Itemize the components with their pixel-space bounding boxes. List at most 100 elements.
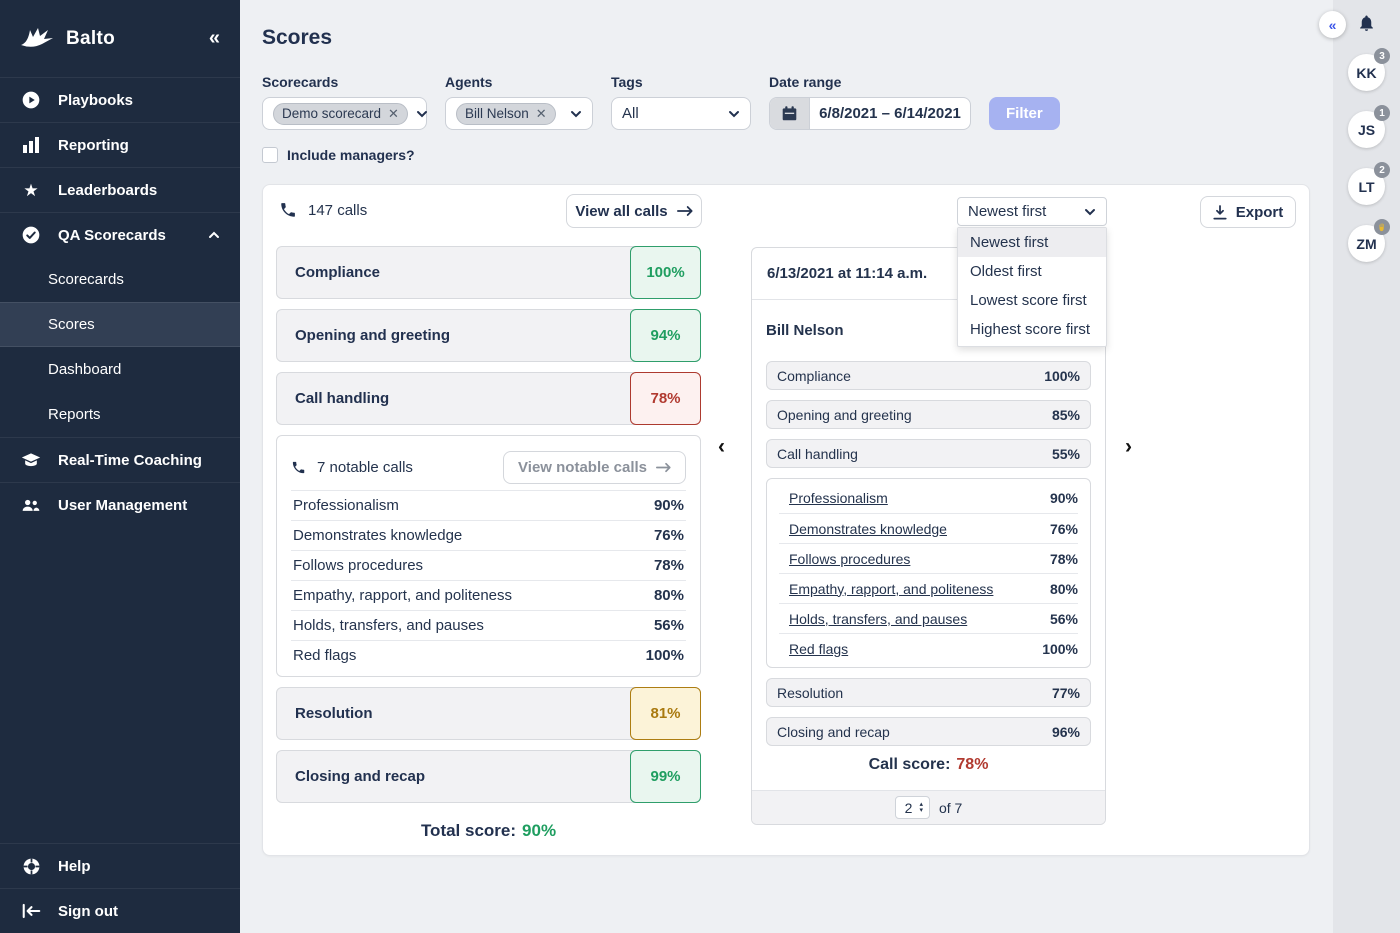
chevron-down-icon [728, 110, 740, 118]
main-content: Scores Scorecards Demo scorecard ✕ Agent… [240, 0, 1333, 933]
remove-chip-icon[interactable]: ✕ [535, 105, 547, 121]
include-managers-checkbox[interactable] [262, 147, 278, 163]
calls-count: 147 calls [279, 201, 367, 219]
sidebar-item-reporting[interactable]: Reporting [0, 122, 240, 167]
category-row-compliance[interactable]: Compliance 100% [276, 246, 701, 299]
users-icon [20, 497, 42, 513]
call-category-row[interactable]: Resolution 77% [766, 678, 1091, 707]
page-count: of 7 [938, 799, 963, 816]
date-range-label: Date range [769, 74, 842, 90]
category-row-closing[interactable]: Closing and recap 99% [276, 750, 701, 803]
view-notable-calls-button[interactable]: View notable calls [503, 450, 686, 484]
bar-chart-icon [20, 136, 42, 154]
sidebar-item-leaderboards[interactable]: ★ Leaderboards [0, 167, 240, 212]
rail-collapse-icon[interactable]: « [1319, 11, 1346, 38]
notable-item: Professionalism 90% [291, 490, 686, 520]
play-circle-icon [20, 90, 42, 110]
call-subitem: Red flags 100% [779, 633, 1078, 663]
sort-dropdown-menu: Newest first Oldest first Lowest score f… [957, 227, 1107, 347]
export-button[interactable]: Export [1200, 196, 1296, 228]
call-category-row[interactable]: Closing and recap 96% [766, 717, 1091, 746]
score-badge: 78% [630, 372, 701, 425]
page-stepper[interactable]: 2 ▴ ▾ [894, 796, 930, 819]
score-badge: 81% [630, 687, 701, 740]
brand-name: Balto [66, 27, 115, 49]
chevron-up-icon [208, 231, 220, 239]
category-row-resolution[interactable]: Resolution 81% [276, 687, 701, 740]
tags-filter: Tags All [611, 74, 751, 130]
sidebar-item-sign-out[interactable]: Sign out [0, 888, 240, 933]
notification-badge: 3 [1374, 48, 1390, 64]
call-subitem: Holds, transfers, and pauses 56% [779, 603, 1078, 633]
sidebar-item-user-management[interactable]: User Management [0, 482, 240, 527]
notable-item: Follows procedures 78% [291, 550, 686, 580]
next-call-chevron[interactable]: › [1125, 435, 1132, 458]
chevron-down-icon [1084, 208, 1096, 216]
call-subitem: Demonstrates knowledge 76% [779, 513, 1078, 543]
avatar-js[interactable]: JS 1 [1348, 105, 1390, 148]
sort-option-lowest-score-first[interactable]: Lowest score first [970, 292, 1087, 309]
agents-select[interactable]: Bill Nelson ✕ [445, 97, 593, 130]
arrow-right-icon [656, 462, 671, 473]
score-badge: 100% [630, 246, 701, 299]
stepper-arrows-icon[interactable]: ▴ ▾ [919, 800, 923, 814]
sidebar-item-dashboard[interactable]: Dashboard [48, 361, 122, 378]
sidebar-item-real-time-coaching[interactable]: Real-Time Coaching [0, 437, 240, 482]
notable-item: Demonstrates knowledge 76% [291, 520, 686, 550]
chevron-down-icon [570, 110, 582, 118]
call-subitems-panel: Professionalism 90% Demonstrates knowledg… [766, 478, 1091, 668]
call-subitem: Empathy, rapport, and politeness 80% [779, 573, 1078, 603]
sidebar-item-scorecards[interactable]: Scorecards [48, 271, 124, 288]
notable-item: Red flags 100% [291, 640, 686, 670]
sidebar-item-scores[interactable]: Scores [0, 302, 240, 347]
wave-badge-icon [1374, 219, 1390, 235]
notable-item: Holds, transfers, and pauses 56% [291, 610, 686, 640]
tags-label: Tags [611, 74, 643, 90]
call-category-row[interactable]: Opening and greeting 85% [766, 400, 1091, 429]
arrow-right-icon [676, 205, 693, 217]
sidebar-item-playbooks[interactable]: Playbooks [0, 77, 240, 122]
call-subitem: Professionalism 90% [789, 490, 1078, 506]
category-row-opening[interactable]: Opening and greeting 94% [276, 309, 701, 362]
sort-option-newest-first[interactable]: Newest first [958, 228, 1106, 257]
sidebar-item-qa-scorecards[interactable]: QA Scorecards [0, 212, 240, 257]
avatar-kk[interactable]: KK 3 [1348, 48, 1390, 91]
notification-badge: 1 [1374, 105, 1390, 121]
sort-select[interactable]: Newest first [957, 197, 1107, 226]
sort-option-highest-score-first[interactable]: Highest score first [970, 321, 1091, 338]
life-ring-icon [20, 857, 42, 876]
scorecards-filter: Scorecards Demo scorecard ✕ [262, 74, 427, 130]
previous-call-chevron[interactable]: ‹ [718, 435, 725, 458]
view-all-calls-button[interactable]: View all calls [566, 194, 702, 228]
filter-bar: Scorecards Demo scorecard ✕ Agents Bill … [262, 74, 1311, 130]
sort-option-oldest-first[interactable]: Oldest first [970, 263, 1042, 280]
phone-icon [279, 201, 297, 219]
call-score: Call score: 78% [868, 756, 989, 773]
avatar-zm[interactable]: ZM [1348, 219, 1390, 262]
calendar-icon[interactable] [770, 98, 810, 129]
download-icon [1213, 204, 1227, 220]
bell-icon[interactable] [1357, 13, 1376, 33]
remove-chip-icon[interactable]: ✕ [388, 105, 399, 121]
sidebar-item-help[interactable]: Help [0, 843, 240, 888]
scorecards-label: Scorecards [262, 74, 339, 90]
filter-button[interactable]: Filter [989, 97, 1060, 130]
avatar-lt[interactable]: LT 2 [1348, 162, 1390, 205]
scorecard-chip[interactable]: Demo scorecard ✕ [273, 102, 408, 125]
scorecards-select[interactable]: Demo scorecard ✕ [262, 97, 427, 130]
agent-name: Bill Nelson [766, 321, 844, 339]
sidebar-item-reports[interactable]: Reports [48, 406, 101, 423]
agent-chip[interactable]: Bill Nelson ✕ [456, 102, 556, 125]
category-row-call-handling[interactable]: Call handling 78% [276, 372, 701, 425]
score-badge: 99% [630, 750, 701, 803]
sidebar-collapse-icon[interactable]: « [208, 27, 220, 49]
chevron-down-icon [416, 110, 428, 118]
graduation-cap-icon [20, 452, 42, 468]
tags-select[interactable]: All [611, 97, 751, 130]
call-category-row[interactable]: Compliance 100% [766, 361, 1091, 390]
summary-panel: Compliance 100% Opening and greeting 94%… [276, 246, 701, 841]
date-range-value[interactable]: 6/8/2021 – 6/14/2021 [819, 105, 961, 122]
call-detail-body: Bill Nelson 6 mins Listen Compliance100%… [752, 300, 1105, 774]
date-range-filter: Date range 6/8/2021 – 6/14/2021 [769, 74, 971, 130]
call-category-row[interactable]: Call handling 55% [766, 439, 1091, 468]
